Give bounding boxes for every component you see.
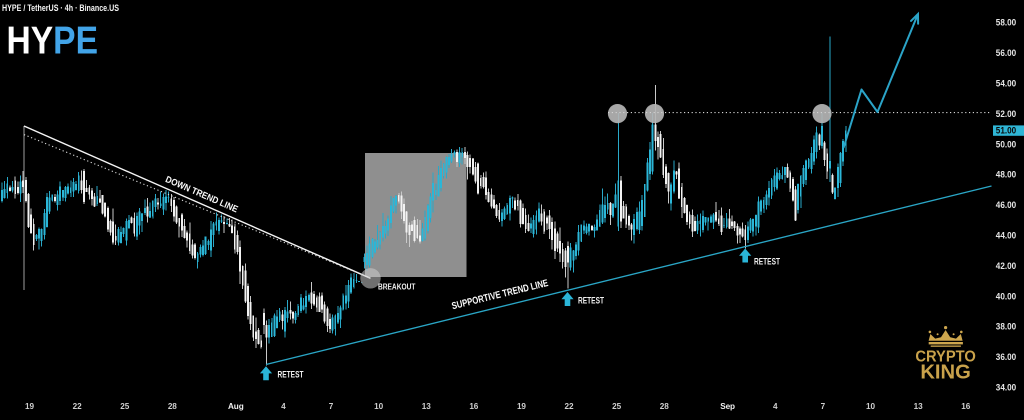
svg-text:28: 28 (168, 402, 177, 411)
svg-text:58.00: 58.00 (996, 18, 1016, 28)
svg-text:4: 4 (281, 402, 286, 411)
svg-text:36.00: 36.00 (996, 352, 1016, 362)
svg-text:RETEST: RETEST (578, 296, 604, 306)
svg-text:46.00: 46.00 (996, 200, 1016, 210)
svg-text:54.00: 54.00 (996, 79, 1016, 89)
svg-text:16: 16 (961, 402, 970, 411)
svg-text:25: 25 (612, 402, 621, 411)
svg-text:13: 13 (422, 402, 431, 411)
svg-text:28: 28 (660, 402, 669, 411)
svg-text:42.00: 42.00 (996, 261, 1016, 271)
svg-text:CRYPTO: CRYPTO (915, 349, 976, 366)
svg-text:RETEST: RETEST (754, 257, 780, 267)
svg-text:40.00: 40.00 (996, 291, 1016, 301)
svg-text:25: 25 (120, 402, 129, 411)
svg-text:13: 13 (914, 402, 923, 411)
svg-text:HYPE / TetherUS · 4h · Binance: HYPE / TetherUS · 4h · Binance.US (2, 3, 119, 14)
svg-text:7: 7 (821, 402, 826, 411)
svg-text:22: 22 (565, 402, 574, 411)
svg-text:51.00: 51.00 (996, 126, 1016, 136)
svg-text:HYPE: HYPE (7, 19, 99, 62)
svg-text:44.00: 44.00 (996, 231, 1016, 241)
svg-text:34.00: 34.00 (996, 383, 1016, 393)
svg-text:16: 16 (469, 402, 478, 411)
svg-text:Aug: Aug (228, 402, 244, 411)
svg-text:RETEST: RETEST (278, 369, 304, 379)
svg-text:KING: KING (920, 362, 971, 384)
svg-text:10: 10 (866, 402, 875, 411)
svg-text:38.00: 38.00 (996, 322, 1016, 332)
svg-text:48.00: 48.00 (996, 170, 1016, 180)
svg-text:7: 7 (329, 402, 334, 411)
svg-text:BREAKOUT: BREAKOUT (378, 282, 416, 292)
svg-text:19: 19 (25, 402, 34, 411)
svg-text:10: 10 (374, 402, 383, 411)
svg-text:50.00: 50.00 (996, 139, 1016, 149)
svg-text:22: 22 (73, 402, 82, 411)
svg-text:52.00: 52.00 (996, 109, 1016, 119)
svg-text:56.00: 56.00 (996, 48, 1016, 58)
svg-text:Sep: Sep (720, 402, 735, 411)
svg-text:4: 4 (773, 402, 778, 411)
svg-text:19: 19 (517, 402, 526, 411)
